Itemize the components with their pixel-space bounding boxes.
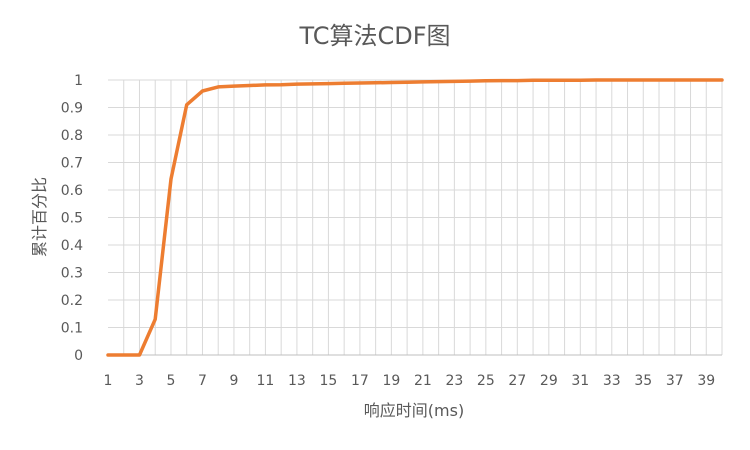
y-tick-label: 0.6: [61, 183, 83, 199]
y-tick-label: 0.2: [61, 293, 83, 309]
x-tick-label: 21: [414, 373, 432, 389]
x-axis-label: 响应时间(ms): [364, 401, 464, 420]
x-tick-label: 7: [198, 373, 207, 389]
x-tick-label: 37: [666, 373, 684, 389]
x-tick-label: 35: [634, 373, 652, 389]
y-tick-labels: 0 0.1 0.2 0.3 0.4 0.5 0.6 0.7 0.8 0.9 1: [61, 73, 83, 364]
x-tick-label: 33: [603, 373, 621, 389]
x-tick-label: 31: [571, 373, 589, 389]
y-tick-label: 0.5: [61, 211, 83, 227]
x-tick-label: 5: [167, 373, 176, 389]
y-tick-label: 0: [74, 348, 83, 364]
y-axis-label: 累计百分比: [30, 177, 49, 257]
x-tick-label: 15: [319, 373, 337, 389]
y-tick-label: 0.7: [61, 156, 83, 172]
y-tick-label: 1: [74, 73, 83, 89]
x-tick-label: 25: [477, 373, 495, 389]
x-tick-label: 23: [445, 373, 463, 389]
y-tick-label: 0.1: [61, 321, 83, 337]
chart-title: TC算法CDF图: [298, 22, 450, 50]
x-tick-label: 13: [288, 373, 306, 389]
x-tick-label: 9: [229, 373, 238, 389]
x-tick-label: 17: [351, 373, 369, 389]
y-tick-label: 0.3: [61, 266, 83, 282]
x-tick-label: 19: [382, 373, 400, 389]
series-line: [106, 78, 724, 357]
x-tick-label: 3: [135, 373, 144, 389]
grid-lines: [108, 79, 723, 355]
x-tick-labels: 1 3 5 7 9 11 13 15 17 19 21 23 25 27 29 31 33 35 37 39: [104, 373, 716, 389]
series-layer: [106, 78, 724, 357]
x-tick-label: 29: [540, 373, 558, 389]
y-tick-label: 0.8: [61, 128, 83, 144]
x-tick-label: 1: [104, 373, 113, 389]
y-tick-label: 0.9: [61, 101, 83, 117]
x-tick-label: 39: [697, 373, 715, 389]
y-tick-label: 0.4: [61, 238, 83, 254]
x-tick-label: 11: [257, 373, 275, 389]
x-tick-label: 27: [508, 373, 526, 389]
